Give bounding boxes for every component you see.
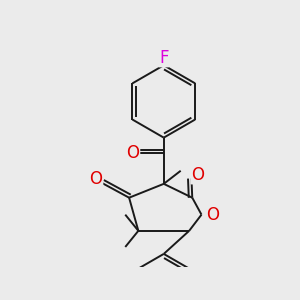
Text: O: O — [206, 206, 219, 224]
Text: O: O — [191, 166, 204, 184]
Text: F: F — [159, 49, 169, 67]
Text: O: O — [89, 170, 103, 188]
Text: O: O — [127, 144, 140, 162]
